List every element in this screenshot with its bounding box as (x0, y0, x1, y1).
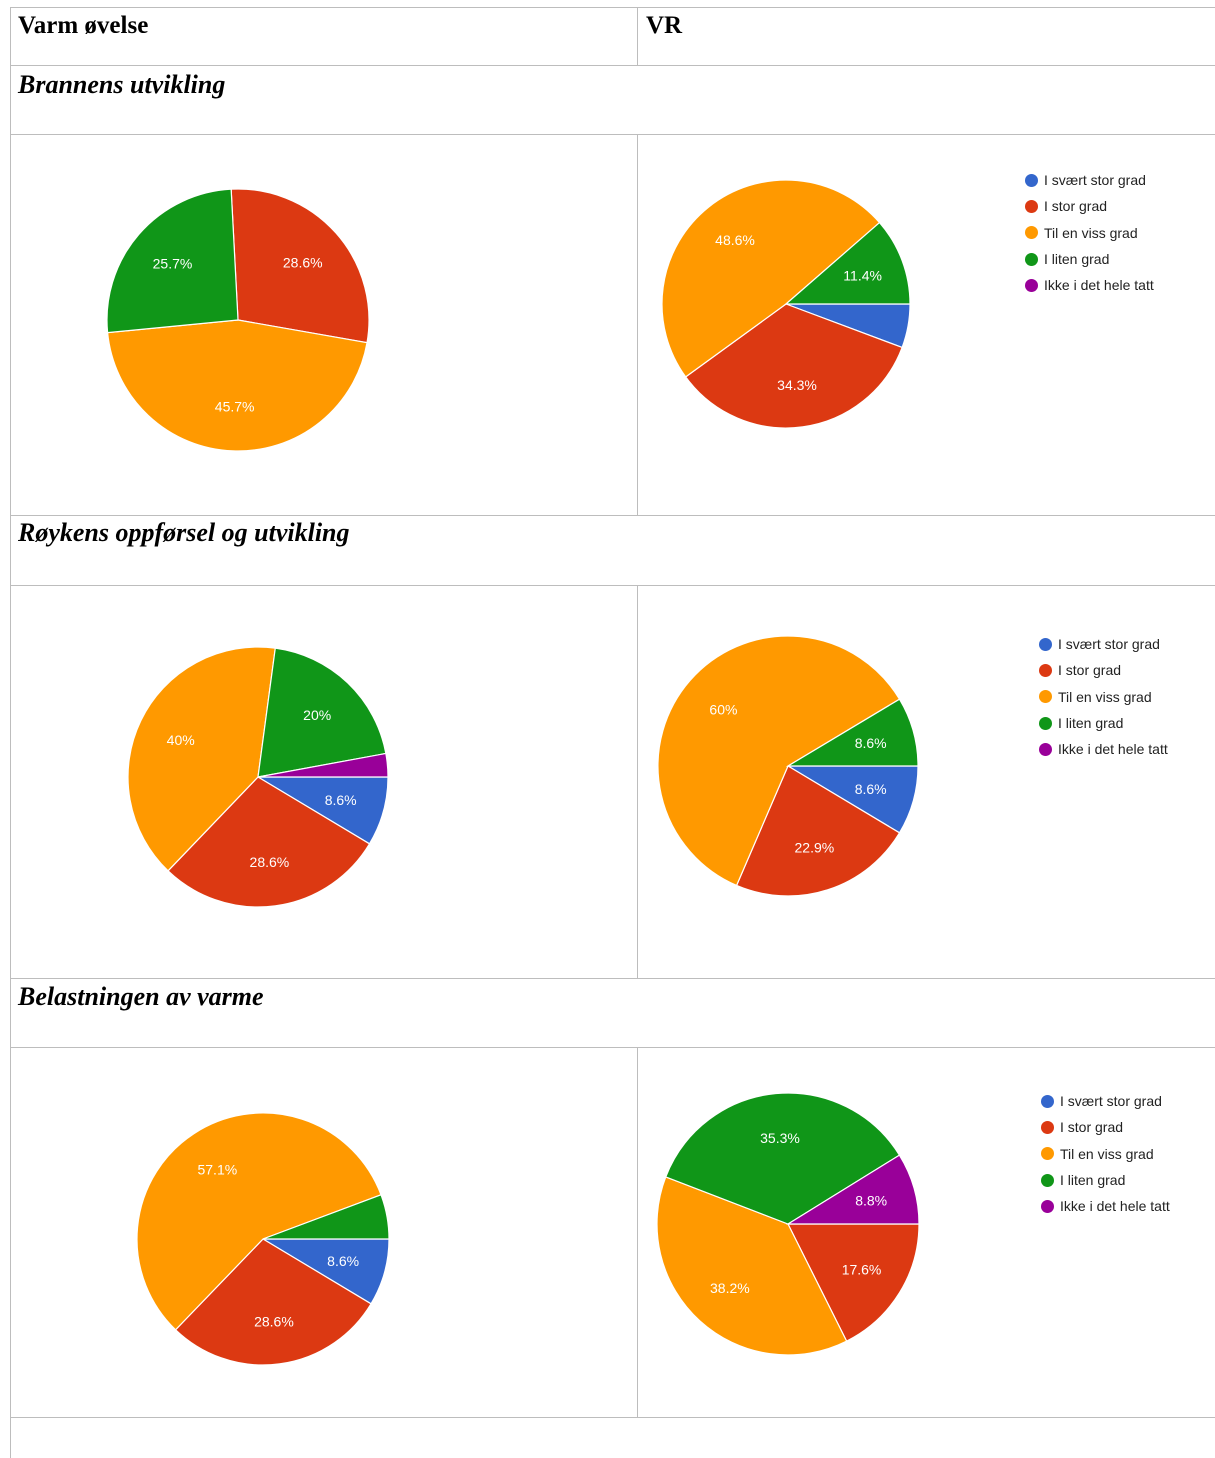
legend-item: I liten grad (1025, 246, 1154, 272)
legend-item: I stor grad (1041, 1114, 1170, 1140)
legend-item: I stor grad (1039, 657, 1168, 683)
legend-dot-icon (1041, 1200, 1054, 1213)
legend-dot-icon (1041, 1147, 1054, 1160)
legend-label: I stor grad (1044, 198, 1107, 214)
legend-item: I stor grad (1025, 193, 1154, 219)
legend-label: Til en viss grad (1044, 225, 1138, 241)
legend-dot-icon (1039, 690, 1052, 703)
legend-dot-icon (1039, 717, 1052, 730)
legend-dot-icon (1039, 743, 1052, 756)
legend: I svært stor grad I stor grad Til en vis… (1025, 167, 1154, 298)
legend-label: I stor grad (1060, 1119, 1123, 1135)
legend-item: Til en viss grad (1025, 220, 1154, 246)
legend-item: Ikke i det hele tatt (1039, 736, 1168, 762)
pie-slice-label: 17.6% (842, 1261, 882, 1277)
legend-label: I svært stor grad (1060, 1093, 1162, 1109)
legend-label: Ikke i det hele tatt (1044, 277, 1154, 293)
legend-dot-icon (1025, 200, 1038, 213)
legend-label: I liten grad (1044, 251, 1109, 267)
legend-label: Ikke i det hele tatt (1060, 1198, 1170, 1214)
legend-item: Ikke i det hele tatt (1041, 1193, 1170, 1219)
legend-dot-icon (1041, 1121, 1054, 1134)
legend-dot-icon (1039, 664, 1052, 677)
legend: I svært stor grad I stor grad Til en vis… (1041, 1088, 1170, 1219)
legend-dot-icon (1041, 1095, 1054, 1108)
pie-slice-label: 8.8% (855, 1192, 887, 1208)
pie-slice-label: 35.3% (760, 1130, 800, 1146)
legend-label: I svært stor grad (1058, 636, 1160, 652)
legend-item: Ikke i det hele tatt (1025, 272, 1154, 298)
legend-label: I liten grad (1060, 1172, 1125, 1188)
legend-label: Til en viss grad (1060, 1146, 1154, 1162)
legend-label: I stor grad (1058, 662, 1121, 678)
legend-item: Til en viss grad (1041, 1141, 1170, 1167)
legend-dot-icon (1025, 226, 1038, 239)
legend-dot-icon (1025, 253, 1038, 266)
legend-item: I svært stor grad (1041, 1088, 1170, 1114)
legend-label: Ikke i det hele tatt (1058, 741, 1168, 757)
legend-label: I liten grad (1058, 715, 1123, 731)
legend-dot-icon (1039, 638, 1052, 651)
pie-slice-label: 38.2% (710, 1280, 750, 1296)
legend-label: Til en viss grad (1058, 689, 1152, 705)
legend-label: I svært stor grad (1044, 172, 1146, 188)
legend-dot-icon (1025, 174, 1038, 187)
legend-dot-icon (1041, 1174, 1054, 1187)
legend-item: I svært stor grad (1039, 631, 1168, 657)
legend-item: I liten grad (1039, 710, 1168, 736)
legend-dot-icon (1025, 279, 1038, 292)
legend: I svært stor grad I stor grad Til en vis… (1039, 631, 1168, 762)
legend-item: Til en viss grad (1039, 684, 1168, 710)
legend-item: I svært stor grad (1025, 167, 1154, 193)
legend-item: I liten grad (1041, 1167, 1170, 1193)
